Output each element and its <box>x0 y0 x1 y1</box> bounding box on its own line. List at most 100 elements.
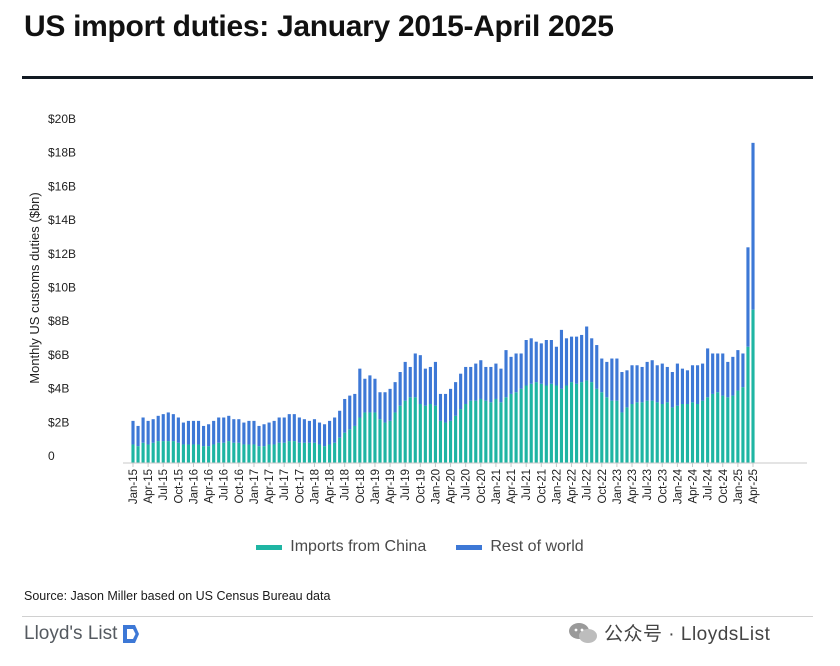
bar-segment-china <box>590 382 594 463</box>
x-tick-label: Apr-15 <box>143 469 155 504</box>
bar-segment-rest-of-world <box>312 419 317 443</box>
bar-segment-china <box>474 400 478 463</box>
bar-segment-china <box>484 400 488 463</box>
bar-segment-china <box>680 404 684 463</box>
bar-segment-rest-of-world <box>433 361 438 406</box>
bar-segment-china <box>509 393 513 463</box>
bar-segment-china <box>443 422 448 463</box>
bar-segment-china <box>459 409 463 463</box>
bar-segment-china <box>297 442 301 463</box>
x-tick-label: Oct-21 <box>536 469 548 504</box>
bar-segment-china <box>257 446 261 463</box>
bar-segment-china <box>529 383 533 463</box>
y-tick-label: $18B <box>48 146 76 160</box>
x-tick-label: Apr-21 <box>506 469 518 504</box>
y-tick-label: $10B <box>48 281 76 295</box>
bar-segment-china <box>373 412 377 463</box>
x-tick-label: Jan-20 <box>430 469 442 504</box>
bar-segment-rest-of-world <box>423 368 427 406</box>
bar-segment-china <box>333 442 337 463</box>
bar-segment-rest-of-world <box>232 419 236 443</box>
bar-segment-china <box>519 388 523 463</box>
x-tick-label: Oct-17 <box>294 469 306 504</box>
bar-segment-rest-of-world <box>373 378 377 413</box>
bar-segment-china <box>363 412 367 463</box>
bar-segment-rest-of-world <box>403 361 407 401</box>
bar-segment-rest-of-world <box>600 358 604 393</box>
legend-label-rest-of-world: Rest of world <box>490 538 584 555</box>
bar-segment-rest-of-world <box>333 417 337 443</box>
bar-segment-rest-of-world <box>156 415 160 442</box>
bar-segment-rest-of-world <box>257 425 261 447</box>
bar-segment-rest-of-world <box>267 422 271 445</box>
x-tick-label: Jan-17 <box>249 469 261 504</box>
x-tick-label: Oct-18 <box>355 469 367 504</box>
x-tick-label: Oct-22 <box>597 469 609 504</box>
bar-segment-rest-of-world <box>645 361 649 401</box>
x-tick-label: Jan-25 <box>733 469 745 504</box>
y-tick-label: $6B <box>48 348 69 362</box>
bar-segment-rest-of-world <box>595 345 599 389</box>
bar-segment-china <box>287 441 291 463</box>
x-tick-label: Jan-15 <box>128 469 140 504</box>
bar-segment-china <box>186 444 191 463</box>
bar-segment-china <box>282 442 286 463</box>
bar-segment-rest-of-world <box>509 356 513 394</box>
bar-segment-china <box>504 397 508 463</box>
bar-segment-rest-of-world <box>272 420 276 445</box>
y-tick-label: $4B <box>48 382 69 396</box>
y-tick-label: $2B <box>48 415 69 429</box>
bar-segment-china <box>524 385 528 463</box>
bar-segment-china <box>202 446 206 463</box>
bar-segment-rest-of-world <box>655 365 659 403</box>
bar-segment-china <box>428 404 432 463</box>
bar-segment-rest-of-world <box>569 336 574 383</box>
bar-segment-rest-of-world <box>640 366 644 403</box>
bar-segment-rest-of-world <box>328 420 332 445</box>
bar-segment-china <box>539 383 543 463</box>
bar-segment-china <box>685 404 690 463</box>
bar-segment-rest-of-world <box>635 365 639 403</box>
bar-segment-rest-of-world <box>383 392 387 423</box>
bar-segment-rest-of-world <box>746 247 750 347</box>
bar-segment-china <box>580 382 584 463</box>
x-tick-label: Apr-24 <box>688 468 700 503</box>
legend-swatch-china <box>256 544 283 550</box>
bar-segment-china <box>141 442 145 463</box>
bar-segment-china <box>549 383 553 463</box>
bar-segment-china <box>156 441 160 463</box>
bar-segment-rest-of-world <box>519 353 523 389</box>
bar-segment-china <box>176 442 180 463</box>
bar-segment-rest-of-world <box>292 414 296 442</box>
y-tick-label: $8B <box>48 314 69 328</box>
bar-segment-china <box>277 442 281 463</box>
x-tick-label: Jan-23 <box>612 469 624 504</box>
bar-segment-rest-of-world <box>741 353 745 388</box>
bar-segment-rest-of-world <box>630 365 634 405</box>
bar-segment-rest-of-world <box>262 424 266 447</box>
bar-segment-rest-of-world <box>161 414 165 442</box>
bar-segment-china <box>196 444 201 463</box>
bar-segment-rest-of-world <box>348 395 352 430</box>
bar-segment-china <box>232 442 236 463</box>
bar-segment-china <box>716 392 720 463</box>
watermark-text: 公众号 · LloydsList <box>604 624 771 645</box>
x-tick-label: Jan-22 <box>551 469 563 504</box>
x-tick-label: Apr-16 <box>204 469 216 504</box>
bar-segment-china <box>423 405 427 463</box>
bar-segment-china <box>610 400 614 463</box>
bar-segment-china <box>267 444 271 463</box>
watermark: 公众号 · LloydsList <box>568 619 770 646</box>
bar-segment-china <box>600 392 604 463</box>
bar-segment-rest-of-world <box>196 420 201 445</box>
bar-segment-china <box>615 400 619 463</box>
x-tick-label: Oct-15 <box>173 469 185 504</box>
bar-segment-china <box>368 412 372 463</box>
brand-name: Lloyd's List <box>24 623 118 644</box>
bar-segment-rest-of-world <box>454 382 458 416</box>
bar-segment-rest-of-world <box>736 350 740 391</box>
bar-segment-rest-of-world <box>171 414 175 442</box>
y-tick-label: $16B <box>48 179 76 193</box>
bar-segment-rest-of-world <box>751 142 755 310</box>
bar-segment-china <box>625 407 629 463</box>
